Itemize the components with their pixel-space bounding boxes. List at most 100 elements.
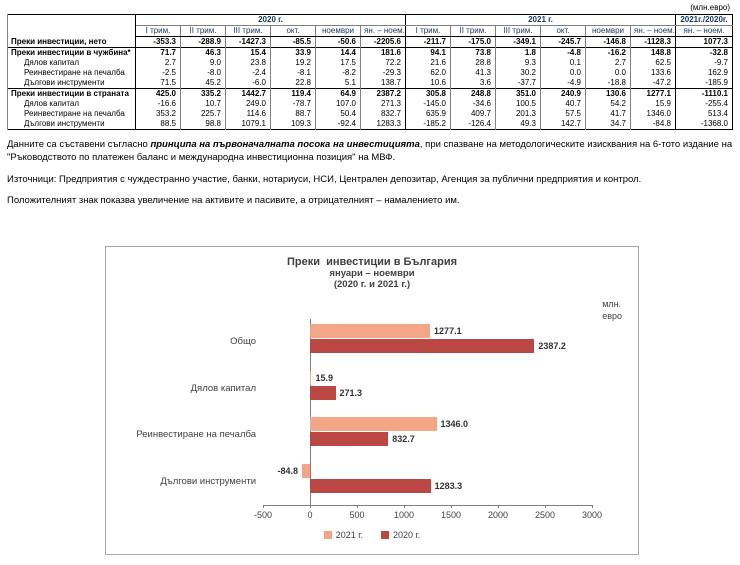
fdi-value-cell: 45.2 — [180, 78, 226, 89]
fdi-value-cell: 46.3 — [180, 47, 226, 58]
fdi-value-cell: -8.0 — [180, 68, 226, 78]
fdi-value-cell: 248.8 — [450, 88, 496, 99]
fdi-value-cell: 114.6 — [225, 109, 271, 119]
fdi-corner-cell — [7, 14, 136, 37]
fdi-value-cell: 15.9 — [630, 99, 676, 109]
fdi-value-cell: -255.4 — [675, 99, 733, 109]
fdi-value-cell: 28.8 — [450, 58, 496, 68]
fdi-value-cell: 62.0 — [405, 68, 451, 78]
bar-value-label: 2387.2 — [538, 341, 566, 351]
note-sources: Източници: Предприятия с чуждестранно уч… — [7, 173, 642, 185]
fdi-value-cell: -1427.3 — [225, 36, 271, 48]
zero-axis-line — [310, 319, 311, 505]
fdi-value-cell: 0.0 — [540, 68, 586, 78]
bar-2021 — [310, 370, 312, 385]
fdi-value-cell: 1283.3 — [360, 119, 406, 130]
table-row: Реинвестиране на печалба 353.2 225.7 114.6 8… — [7, 109, 733, 119]
table-row: Преки инвестиции в чужбина* 71.7 46.3 15.4 3… — [7, 47, 733, 58]
bar-value-label: 1277.1 — [434, 326, 462, 336]
unit-note: (млн.евро) — [690, 3, 730, 12]
x-axis-tick — [357, 505, 358, 508]
x-axis-tick-label: 2000 — [487, 510, 509, 520]
fdi-value-cell: 9.0 — [180, 58, 226, 68]
legend-swatch — [323, 531, 332, 539]
fdi-value-cell: 40.7 — [540, 99, 586, 109]
fdi-value-cell: -37.7 — [495, 78, 541, 89]
fdi-value-cell: 225.7 — [180, 109, 226, 119]
chart-unit-line1: млн. — [602, 299, 622, 309]
x-axis-tick — [498, 505, 499, 508]
legend-item: 2020 г. — [381, 530, 420, 540]
fdi-value-cell: 9.3 — [495, 58, 541, 68]
note-methodology: Данните са съставени съгласно принципа н… — [7, 139, 734, 165]
fdi-value-cell: 5.1 — [315, 78, 361, 89]
table-row: Преки инвестиции в страната 425.0 335.2 144… — [7, 88, 733, 99]
fdi-table: 2020 г. 2021 г. 2021г./2020г. I трим. II три… — [7, 14, 733, 130]
fdi-value-cell: 98.8 — [180, 119, 226, 130]
fdi-value-cell: 10.7 — [180, 99, 226, 109]
fdi-value-cell: 1077.3 — [675, 36, 733, 48]
fdi-value-cell: -85.5 — [270, 36, 316, 48]
x-axis-tick-label: 0 — [307, 510, 313, 520]
fdi-group-2020: 2020 г. — [135, 14, 406, 26]
fdi-value-cell: 1277.1 — [630, 88, 676, 99]
fdi-value-cell: 71.5 — [135, 78, 181, 89]
fdi-value-cell: -29.3 — [360, 68, 406, 78]
fdi-value-cell: 635.9 — [405, 109, 451, 119]
fdi-value-cell: -78.7 — [270, 99, 316, 109]
x-axis-tick — [451, 505, 452, 508]
bar-2020 — [310, 339, 535, 353]
fdi-value-cell: -2205.6 — [360, 36, 406, 48]
chart-plot: -500 0 500 1000 1500 2000 2500 3000 Общо 1277.1 23… — [106, 247, 638, 554]
note-sign-convention: Положителният знак показва увеличение на… — [7, 195, 460, 207]
category-label: Реинвестиране на печалба — [136, 429, 256, 441]
bar-value-label: 832.7 — [392, 434, 415, 444]
fdi-value-cell: -146.8 — [585, 36, 631, 48]
fdi-value-cell: -84.8 — [630, 119, 676, 130]
fdi-value-cell: -4.8 — [540, 47, 586, 58]
x-axis-tick-label: 2500 — [534, 510, 556, 520]
bar-2020 — [310, 432, 389, 446]
fdi-value-cell: 249.0 — [225, 99, 271, 109]
fdi-value-cell: 10.6 — [405, 78, 451, 89]
fdi-value-cell: 72.2 — [360, 58, 406, 68]
fdi-subheader-ratio: ян. – ноем. — [675, 25, 733, 37]
fdi-header-groups-row: 2020 г. 2021 г. 2021г./2020г. — [7, 14, 733, 37]
bar-2021 — [310, 417, 437, 431]
fdi-value-cell: 409.7 — [450, 109, 496, 119]
fdi-value-cell: 21.6 — [405, 58, 451, 68]
fdi-row-label: Дългови инструменти — [7, 119, 136, 130]
fdi-table-body: Преки инвестиции, нето -353.3 -288.9 -1427.… — [7, 36, 733, 130]
fdi-value-cell: 201.3 — [495, 109, 541, 119]
chart-subtitle-period: януари – ноември — [329, 268, 415, 279]
table-row: Дългови инструменти 71.5 45.2 -6.0 22.8 5.1 13… — [7, 78, 733, 89]
fdi-value-cell: -50.6 — [315, 36, 361, 48]
legend-item: 2021 г. — [323, 530, 363, 540]
fdi-value-cell: 162.9 — [675, 68, 733, 78]
fdi-subheader: ноември — [315, 25, 361, 37]
legend-label: 2020 г. — [393, 530, 421, 540]
fdi-subheader: ноември — [585, 25, 631, 37]
fdi-value-cell: 41.7 — [585, 109, 631, 119]
bar-value-label: -84.8 — [277, 465, 299, 476]
fdi-value-cell: 335.2 — [180, 88, 226, 99]
fdi-value-cell: 54.2 — [585, 99, 631, 109]
fdi-value-cell: 2.7 — [135, 58, 181, 68]
table-row: Реинвестиране на печалба -2.5 -8.0 -2.4 -8.1… — [7, 68, 733, 78]
x-axis-tick — [263, 505, 264, 508]
fdi-value-cell: 73.8 — [450, 47, 496, 58]
fdi-row-label: Дялов капитал — [7, 99, 136, 109]
fdi-value-cell: 240.9 — [540, 88, 586, 99]
fdi-value-cell: 2.7 — [585, 58, 631, 68]
x-axis-tick — [310, 505, 311, 508]
category-label: Общо — [230, 336, 256, 348]
fdi-value-cell: 0.0 — [585, 68, 631, 78]
fdi-value-cell: 34.7 — [585, 119, 631, 130]
fdi-value-cell: 23.8 — [225, 58, 271, 68]
fdi-value-cell: -175.0 — [450, 36, 496, 48]
fdi-value-cell: 305.8 — [405, 88, 451, 99]
fdi-value-cell: -211.7 — [405, 36, 451, 48]
fdi-value-cell: 107.0 — [315, 99, 361, 109]
fdi-value-cell: -9.7 — [675, 58, 733, 68]
